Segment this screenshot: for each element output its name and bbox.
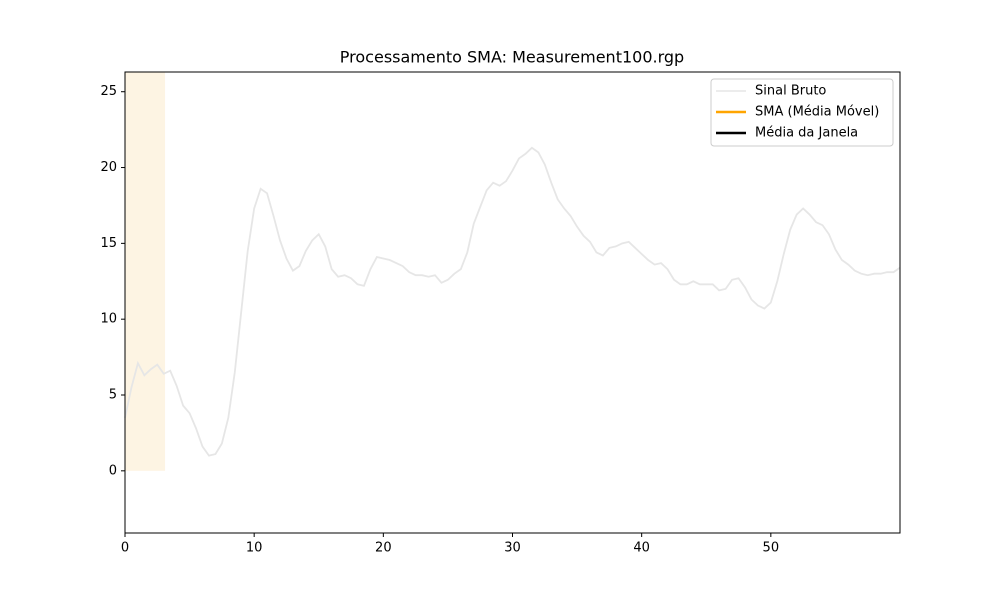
legend-label: SMA (Média Móvel) (755, 105, 879, 120)
y-tick-label: 15 (100, 236, 117, 251)
y-tick-label: 10 (100, 312, 117, 327)
legend-label: Sinal Bruto (755, 84, 826, 99)
x-tick-label: 0 (121, 541, 129, 556)
x-tick-label: 10 (246, 541, 263, 556)
legend-label: Média da Janela (755, 126, 858, 141)
x-tick-label: 40 (633, 541, 650, 556)
x-tick-label: 30 (504, 541, 521, 556)
y-tick-label: 5 (109, 388, 117, 403)
x-tick-label: 50 (763, 541, 780, 556)
y-tick-label: 25 (100, 84, 117, 99)
y-tick-label: 20 (100, 160, 117, 175)
raw-signal-line (124, 146, 901, 457)
legend-box (710, 78, 894, 147)
window-span (125, 72, 166, 471)
y-tick-label: 0 (109, 463, 117, 478)
chart-title: Processamento SMA: Measurement100.rgp (340, 48, 684, 67)
x-tick-label: 20 (375, 541, 392, 556)
